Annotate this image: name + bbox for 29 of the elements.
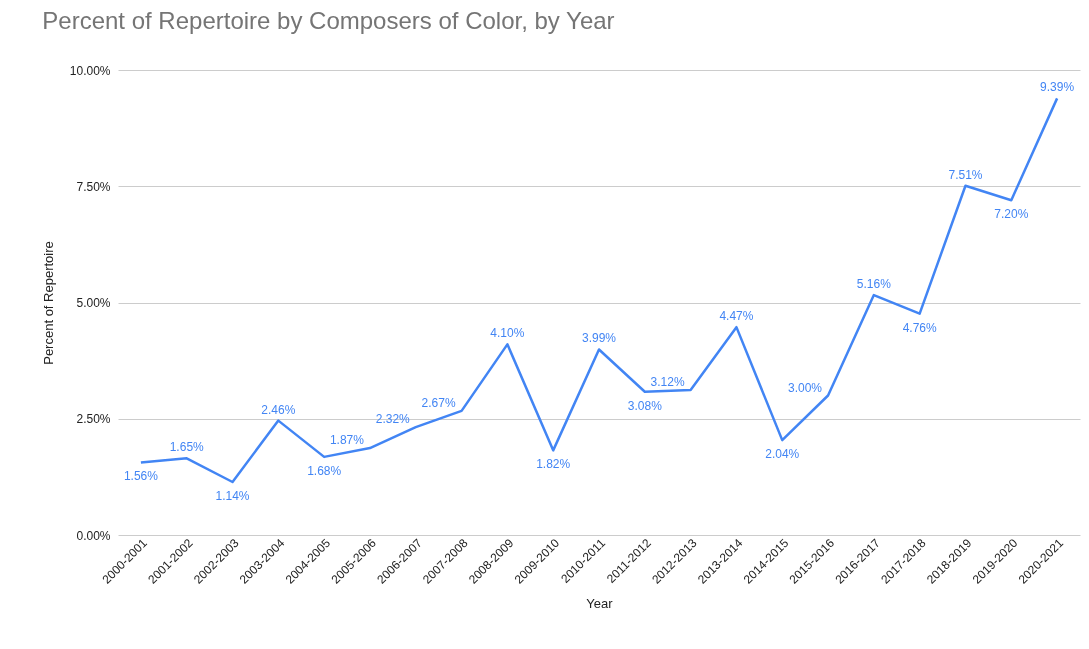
data-label: 2.46% <box>261 402 296 417</box>
y-tick-label: 2.50% <box>76 412 111 427</box>
data-label: 2.67% <box>421 395 456 410</box>
data-label: 1.14% <box>215 488 250 503</box>
data-label: 1.65% <box>169 440 205 455</box>
y-tick-label: 10.00% <box>69 63 111 78</box>
chart-title: Percent of Repertoire by Composers of Color, by Year <box>42 7 615 34</box>
y-tick-label: 0.00% <box>76 528 111 543</box>
data-label: 7.20% <box>994 207 1029 222</box>
data-label: 4.47% <box>719 309 754 324</box>
data-label: 1.68% <box>307 463 342 478</box>
data-label: 5.16% <box>856 277 892 292</box>
data-label: 4.10% <box>490 326 525 341</box>
data-label: 1.82% <box>536 457 571 472</box>
data-label: 3.99% <box>581 331 617 346</box>
data-label: 3.08% <box>627 398 663 413</box>
data-label: 1.87% <box>329 433 365 448</box>
y-tick-label: 7.50% <box>76 179 111 194</box>
x-axis-title: Year <box>586 595 614 611</box>
y-tick-label: 5.00% <box>76 296 111 310</box>
data-label: 2.04% <box>765 447 800 462</box>
data-label: 2.32% <box>375 412 411 427</box>
data-label: 3.12% <box>650 374 685 389</box>
data-label: 3.00% <box>788 380 823 395</box>
y-axis-title: Percent of Repertoire <box>40 241 56 365</box>
data-label: 1.56% <box>123 469 159 484</box>
data-label: 7.51% <box>948 167 983 182</box>
data-label: 9.39% <box>1040 80 1075 95</box>
data-label: 4.76% <box>902 320 938 335</box>
